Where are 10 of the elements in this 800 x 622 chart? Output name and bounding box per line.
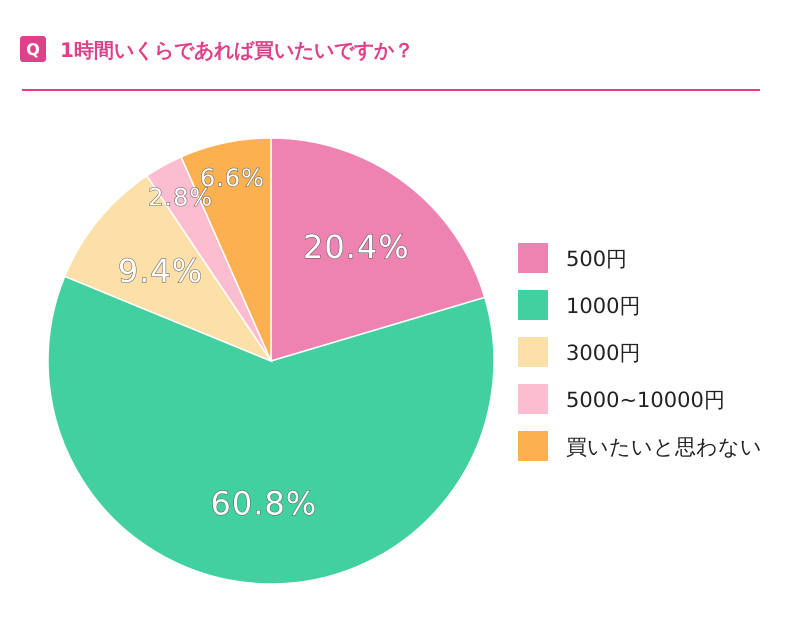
data-label: 60.8% (210, 484, 318, 523)
legend-label: 1000円 (566, 294, 640, 318)
data-label: 9.4% (118, 252, 204, 290)
legend-label: 買いたいと思わない (566, 435, 762, 459)
legend-label: 500円 (566, 247, 628, 271)
chart-title: 1時間いくらであれば買いたいですか？ (60, 38, 414, 62)
legend-label: 5000~10000円 (566, 388, 725, 412)
badge: Q (20, 36, 46, 62)
data-label: 20.4% (303, 228, 410, 266)
legend-label: 3000円 (566, 341, 640, 365)
